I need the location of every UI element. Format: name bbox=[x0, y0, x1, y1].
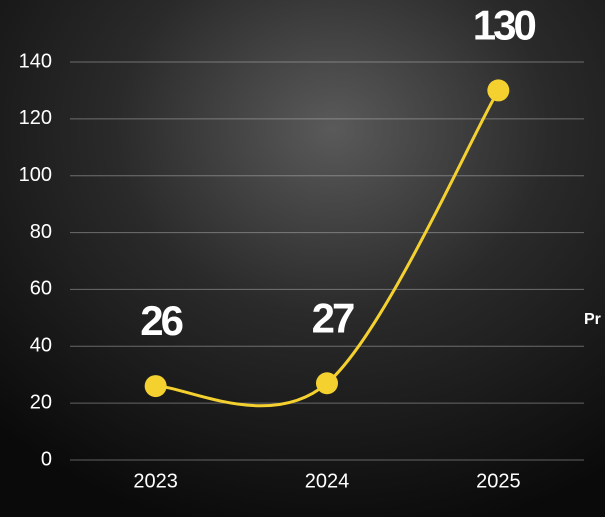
data-label: 130 bbox=[473, 2, 536, 49]
y-tick-label: 140 bbox=[19, 50, 52, 72]
data-label: 27 bbox=[312, 294, 354, 341]
point bbox=[316, 372, 338, 395]
point bbox=[144, 375, 167, 398]
annotation: Pr bbox=[584, 311, 601, 328]
x-tick-label: 2024 bbox=[305, 470, 350, 492]
x-tick-label: 2025 bbox=[476, 470, 521, 492]
y-tick-label: 80 bbox=[30, 221, 52, 243]
y-tick-label: 40 bbox=[30, 335, 52, 357]
y-tick-label: 0 bbox=[41, 448, 52, 470]
y-tick-label: 100 bbox=[19, 164, 52, 186]
y-tick-label: 20 bbox=[30, 391, 52, 413]
line bbox=[155, 89, 500, 408]
data-label: 26 bbox=[140, 297, 182, 344]
y-tick-label: 60 bbox=[30, 278, 52, 300]
y-tick-label: 120 bbox=[19, 107, 52, 129]
point bbox=[487, 79, 510, 102]
x-tick-label: 2023 bbox=[133, 470, 178, 492]
